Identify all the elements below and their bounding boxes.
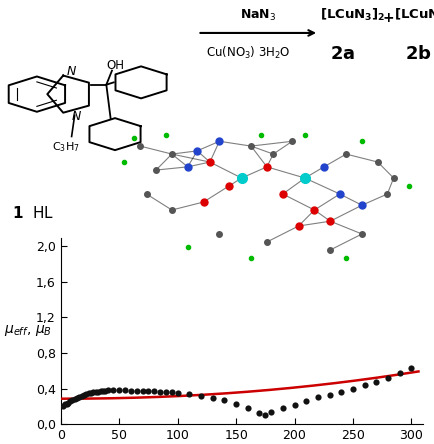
Point [262, 411, 269, 418]
Point [97, 388, 104, 395]
Point [151, 388, 158, 395]
Point [90, 388, 97, 396]
Point [361, 382, 368, 389]
Text: $\mathbf{[LCuNO_3]_2}$: $\mathbf{[LCuNO_3]_2}$ [394, 7, 434, 24]
Text: $\mathbf{[LCuN_3]_2}$: $\mathbf{[LCuN_3]_2}$ [320, 7, 386, 24]
Point [128, 387, 135, 394]
Point [104, 387, 111, 394]
Point [209, 394, 216, 401]
Point [139, 388, 146, 395]
Point [268, 409, 275, 416]
X-axis label: T, K: T, K [229, 443, 255, 444]
Point [373, 378, 380, 385]
Point [63, 400, 70, 407]
Point [74, 394, 81, 401]
Point [78, 392, 85, 400]
Text: N: N [71, 110, 81, 123]
Point [62, 401, 69, 408]
Point [76, 393, 83, 400]
Point [145, 388, 152, 395]
Point [256, 409, 263, 416]
Point [326, 391, 333, 398]
Text: N: N [67, 65, 76, 78]
Point [349, 385, 356, 392]
Point [338, 388, 345, 395]
Point [59, 403, 66, 410]
Point [83, 391, 90, 398]
Point [85, 390, 92, 397]
Point [102, 387, 108, 394]
Point [92, 388, 99, 396]
Point [168, 389, 175, 396]
Point [157, 388, 164, 395]
Point [186, 391, 193, 398]
Text: Cu(NO$_3$) 3H$_2$O: Cu(NO$_3$) 3H$_2$O [207, 45, 291, 61]
Point [396, 369, 403, 377]
Point [162, 388, 169, 396]
Point [385, 374, 391, 381]
Point [133, 387, 140, 394]
Point [408, 364, 415, 371]
Point [244, 405, 251, 412]
Text: $\mathbf{2a}$: $\mathbf{2a}$ [330, 45, 355, 63]
Point [99, 387, 106, 394]
Text: OH: OH [106, 59, 124, 72]
Point [315, 394, 322, 401]
Text: NaN$_3$: NaN$_3$ [240, 8, 276, 23]
Text: $\mu_{eff}$, $\mu_B$: $\mu_{eff}$, $\mu_B$ [4, 323, 53, 338]
Point [69, 396, 76, 404]
Text: $\mathbf{1}$  HL: $\mathbf{1}$ HL [12, 205, 54, 221]
Point [291, 401, 298, 408]
Point [122, 387, 128, 394]
Point [233, 401, 240, 408]
Point [303, 398, 310, 405]
Text: C$_3$H$_7$: C$_3$H$_7$ [52, 140, 80, 154]
Point [116, 387, 123, 394]
Point [64, 399, 71, 406]
Point [174, 389, 181, 396]
Point [279, 405, 286, 412]
Point [197, 392, 204, 399]
Point [67, 397, 74, 404]
Point [88, 389, 95, 396]
Text: $\mathbf{+}$: $\mathbf{+}$ [382, 11, 395, 25]
Point [81, 392, 88, 399]
Point [71, 396, 78, 403]
Point [110, 387, 117, 394]
Text: $\mathbf{2b}$: $\mathbf{2b}$ [405, 45, 432, 63]
Point [221, 397, 228, 404]
Point [95, 388, 102, 395]
